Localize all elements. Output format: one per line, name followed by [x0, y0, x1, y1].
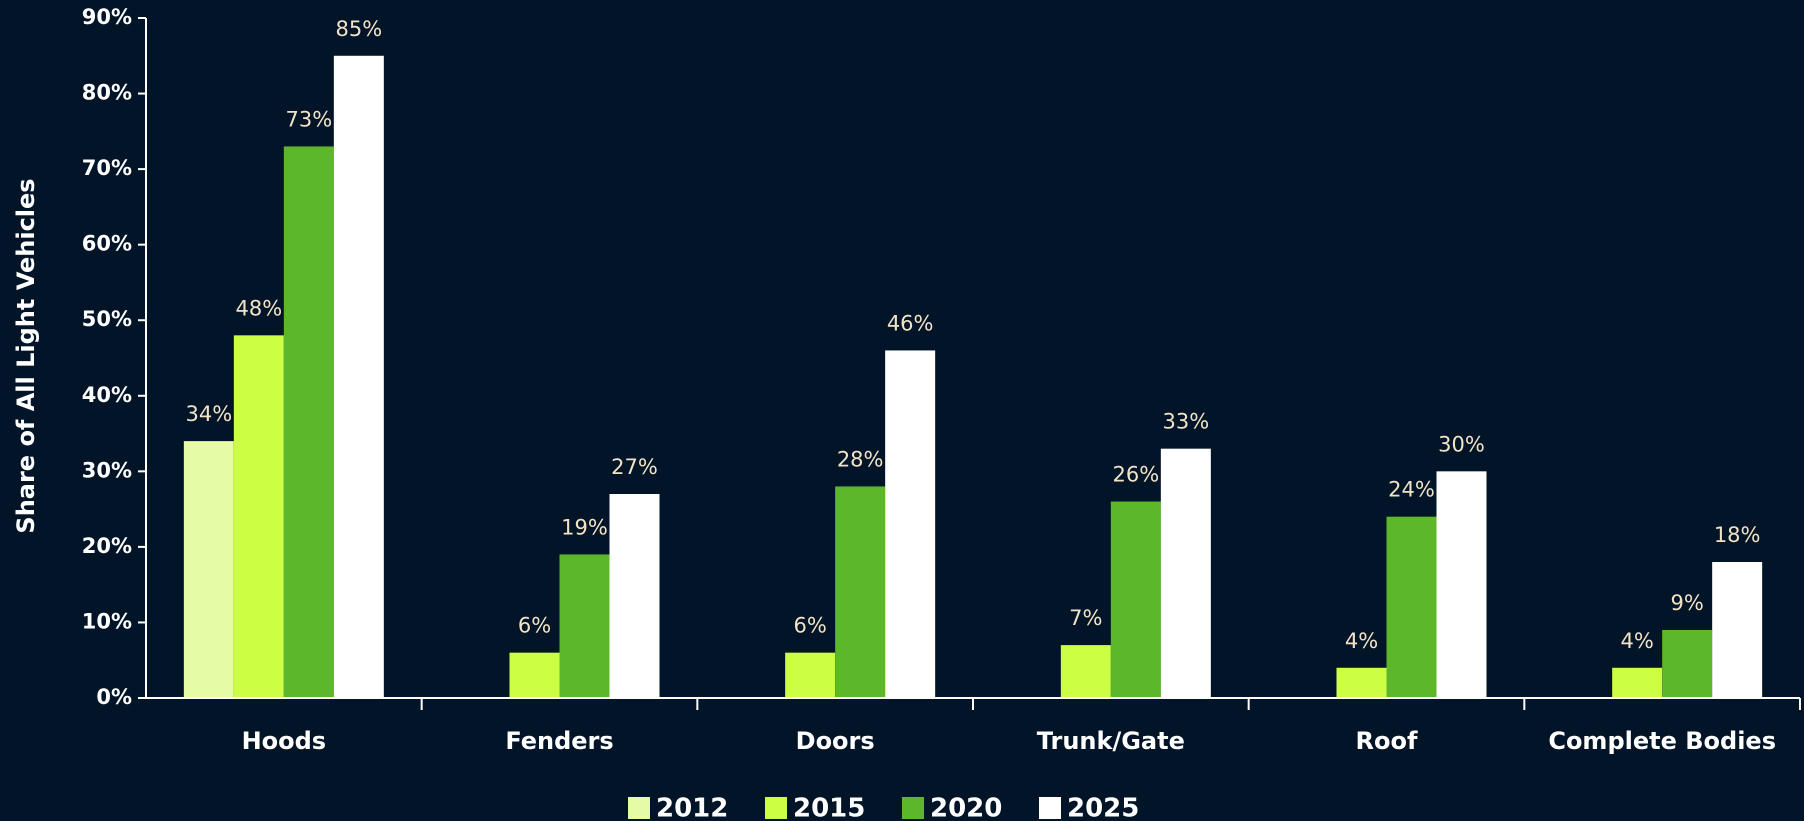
- legend-swatch: [628, 797, 650, 819]
- legend-label: 2025: [1067, 794, 1139, 821]
- bar: [559, 554, 610, 698]
- x-tick-label: Fenders: [505, 727, 613, 755]
- value-label: 48%: [235, 296, 282, 320]
- x-tick-label: Hoods: [242, 727, 327, 755]
- value-label: 9%: [1671, 591, 1704, 615]
- bar: [509, 652, 560, 698]
- value-label: 46%: [887, 311, 934, 335]
- y-tick-label: 10%: [82, 609, 132, 633]
- y-tick-label: 80%: [82, 81, 132, 105]
- legend-swatch: [902, 797, 924, 819]
- value-label: 4%: [1345, 629, 1378, 653]
- value-label: 34%: [185, 402, 232, 426]
- legend-label: 2015: [793, 794, 865, 821]
- legend-swatch: [1039, 797, 1061, 819]
- value-label: 28%: [837, 447, 884, 471]
- value-label: 18%: [1714, 523, 1761, 547]
- y-tick-label: 60%: [82, 232, 132, 256]
- bar: [885, 350, 936, 698]
- y-tick-label: 30%: [82, 458, 132, 482]
- bar: [1662, 630, 1713, 698]
- y-tick-label: 70%: [82, 156, 132, 180]
- value-label: 6%: [794, 614, 827, 638]
- bar: [1436, 471, 1487, 698]
- bar: [1712, 562, 1763, 698]
- y-tick-label: 20%: [82, 534, 132, 558]
- value-label: 4%: [1621, 629, 1654, 653]
- bar: [835, 486, 886, 698]
- value-label: 26%: [1112, 463, 1159, 487]
- value-label: 30%: [1438, 432, 1485, 456]
- y-axis-title: Share of All Light Vehicles: [12, 178, 40, 533]
- value-label: 19%: [561, 515, 608, 539]
- bar: [785, 652, 836, 698]
- y-tick-label: 0%: [96, 685, 132, 709]
- bar: [1336, 667, 1387, 698]
- value-label: 73%: [285, 107, 332, 131]
- bar: [1612, 667, 1663, 698]
- bar: [183, 441, 234, 698]
- bar: [1060, 645, 1111, 698]
- bar: [283, 146, 334, 698]
- bar: [609, 494, 660, 698]
- legend-swatch: [765, 797, 787, 819]
- value-label: 7%: [1069, 606, 1102, 630]
- value-label: 6%: [518, 614, 551, 638]
- bar: [333, 55, 384, 699]
- bar: [1386, 516, 1437, 698]
- legend-label: 2012: [656, 794, 728, 821]
- value-label: 85%: [335, 17, 382, 41]
- value-label: 27%: [611, 455, 658, 479]
- y-tick-label: 40%: [82, 383, 132, 407]
- bar: [233, 335, 284, 698]
- x-tick-label: Trunk/Gate: [1037, 727, 1185, 755]
- bar: [1160, 448, 1211, 698]
- bar: [1110, 501, 1161, 698]
- y-tick-label: 50%: [82, 307, 132, 331]
- y-tick-label: 90%: [82, 5, 132, 29]
- value-label: 24%: [1388, 478, 1435, 502]
- legend-label: 2020: [930, 794, 1002, 821]
- x-tick-label: Doors: [796, 727, 875, 755]
- x-tick-label: Roof: [1356, 727, 1418, 755]
- value-label: 33%: [1162, 410, 1209, 434]
- x-tick-label: Complete Bodies: [1548, 727, 1776, 755]
